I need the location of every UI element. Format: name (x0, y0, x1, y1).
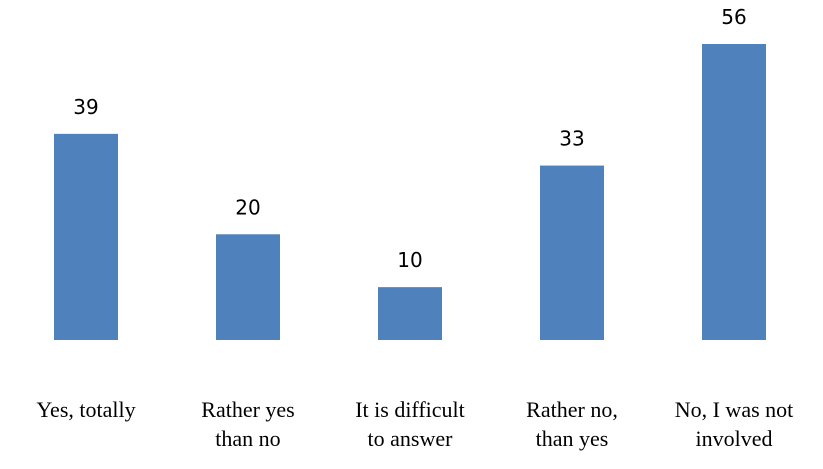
value-label-3: 33 (559, 127, 584, 151)
category-label-4: No, I was not involved (675, 397, 794, 451)
value-label-0: 39 (73, 95, 98, 119)
category-label-2-line-1: to answer (368, 426, 454, 451)
value-labels-group: 39 20 10 33 56 (73, 5, 746, 272)
category-label-4-line-0: No, I was not (675, 397, 794, 422)
category-label-3: Rather no, than yes (526, 397, 618, 451)
category-label-1: Rather yes than no (201, 397, 294, 451)
value-label-2: 10 (397, 248, 422, 272)
category-label-2-line-0: It is difficult (355, 397, 465, 422)
bar-0 (54, 133, 118, 340)
bar-4 (702, 44, 766, 340)
category-label-0: Yes, totally (36, 397, 135, 422)
value-label-4: 56 (721, 5, 746, 29)
category-label-3-line-1: than yes (536, 426, 609, 451)
category-labels-group: Yes, totally Rather yes than no It is diffi… (36, 397, 793, 451)
category-label-4-line-1: involved (696, 426, 773, 451)
bars-group (54, 44, 766, 340)
category-label-1-line-0: Rather yes (201, 397, 294, 422)
category-label-2: It is difficult to answer (355, 397, 465, 451)
category-label-3-line-0: Rather no, (526, 397, 618, 422)
category-label-1-line-1: than no (215, 426, 280, 451)
bar-3 (540, 165, 604, 340)
value-label-1: 20 (235, 195, 260, 219)
category-label-0-line-0: Yes, totally (36, 397, 135, 422)
bar-2 (378, 287, 442, 340)
bar-1 (216, 234, 280, 340)
